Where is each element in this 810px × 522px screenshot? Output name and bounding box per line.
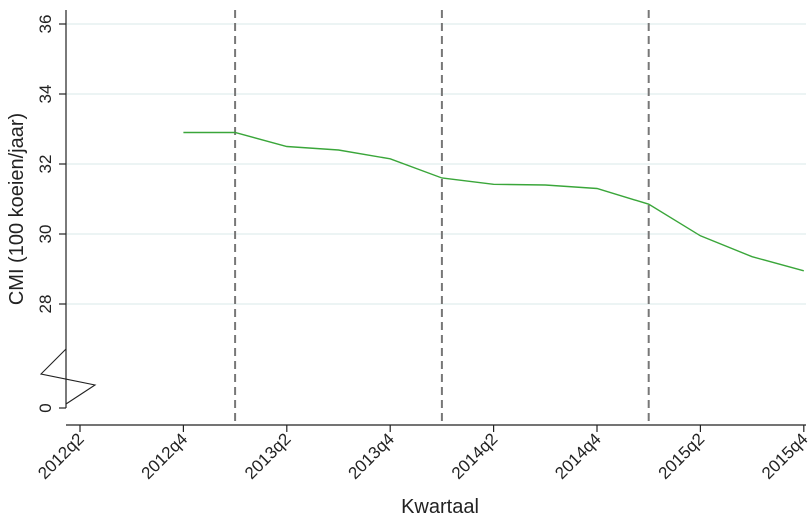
y-tick-label-30: 30	[36, 225, 55, 244]
series-layer	[183, 131, 804, 272]
axes	[39, 10, 806, 426]
y-tick-label-34: 34	[36, 85, 55, 104]
ticks: 0 28 30 32 34 36 2012q2 2012q4 2013q2 2013q4 2014q…	[34, 15, 810, 483]
x-tick-label-2015q4: 2015q4	[758, 429, 810, 483]
y-tick-label-0: 0	[36, 403, 55, 412]
x-tick-label-2012q4: 2012q4	[138, 429, 192, 483]
x-tick-label-2012q2: 2012q2	[34, 429, 88, 483]
y-axis-title: CMI (100 koeien/jaar)	[6, 113, 28, 305]
reference-lines	[234, 10, 650, 425]
x-tick-label-2015q2: 2015q2	[655, 429, 709, 483]
y-tick-label-32: 32	[36, 155, 55, 174]
x-tick-label-2014q4: 2014q4	[551, 429, 605, 483]
axis-break-marker	[39, 348, 97, 405]
y-tick-label-28: 28	[36, 295, 55, 314]
x-axis-title: Kwartaal	[401, 496, 479, 518]
y-tick-label-36: 36	[36, 15, 55, 34]
gridlines	[66, 23, 806, 305]
x-tick-label-2014q2: 2014q2	[448, 429, 502, 483]
x-tick-label-2013q4: 2013q4	[344, 429, 398, 483]
series-line-0	[183, 131, 804, 272]
x-tick-label-2013q2: 2013q2	[241, 429, 295, 483]
